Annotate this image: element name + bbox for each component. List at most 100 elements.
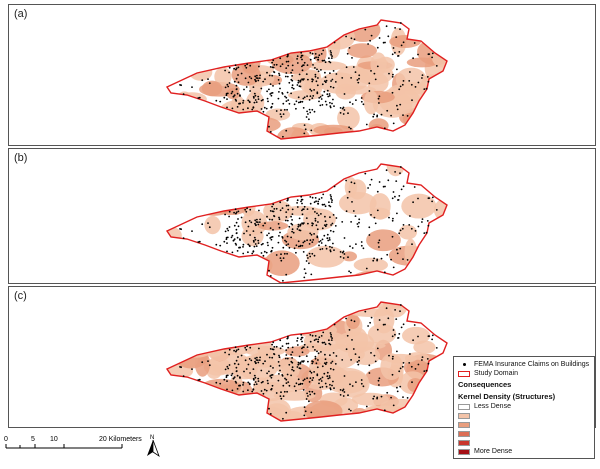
claim-point <box>268 218 271 221</box>
claim-point <box>245 368 248 370</box>
claim-point <box>235 221 238 224</box>
claim-point <box>320 335 323 337</box>
density-blob <box>268 316 290 338</box>
claim-point <box>307 257 309 259</box>
claim-point <box>271 61 273 64</box>
claim-point <box>297 79 300 82</box>
claim-point <box>390 396 392 399</box>
claim-point <box>421 356 424 358</box>
claim-point <box>417 335 419 338</box>
claim-point <box>364 28 367 31</box>
claim-point <box>236 388 239 390</box>
density-blob <box>422 89 447 118</box>
claim-point <box>410 83 413 86</box>
claim-point <box>341 359 344 361</box>
claim-point <box>233 238 236 240</box>
claim-point <box>275 345 278 348</box>
claim-point <box>231 234 234 237</box>
density-blob <box>428 302 447 311</box>
claim-point <box>247 243 250 246</box>
claim-point <box>355 381 357 383</box>
claim-point <box>395 180 398 182</box>
claim-point <box>349 245 351 248</box>
claim-point <box>258 347 260 350</box>
claim-point <box>259 218 261 221</box>
claim-point <box>399 103 402 106</box>
claim-point <box>230 92 233 95</box>
claim-point <box>223 378 226 381</box>
claim-point <box>265 107 268 110</box>
claim-point <box>227 85 230 88</box>
claim-point <box>251 108 254 111</box>
claim-point <box>265 251 268 254</box>
claim-point <box>272 59 275 62</box>
claim-point <box>228 71 231 74</box>
claim-point <box>329 194 332 196</box>
density-blob <box>416 374 445 402</box>
claim-point <box>225 94 228 97</box>
claim-point <box>266 90 268 93</box>
claim-point <box>348 329 351 331</box>
claim-point <box>279 201 282 204</box>
density-blob <box>207 117 231 138</box>
claim-point <box>259 356 261 359</box>
claim-point <box>394 51 396 54</box>
claim-point <box>345 348 348 351</box>
claim-point <box>331 246 333 249</box>
claim-point <box>397 337 399 339</box>
claim-point <box>230 374 233 377</box>
claim-point <box>402 80 405 82</box>
claim-point <box>302 97 305 100</box>
claim-point <box>270 238 273 241</box>
claim-point <box>303 406 306 408</box>
claim-point <box>313 371 315 373</box>
claim-point <box>251 252 254 255</box>
claim-point <box>270 249 273 252</box>
map-c-canvas <box>165 301 448 422</box>
claim-point <box>285 129 288 132</box>
claim-point <box>350 77 352 79</box>
claim-point <box>234 98 237 101</box>
claim-point <box>257 377 260 380</box>
claim-point <box>402 41 405 44</box>
claim-point <box>254 94 257 97</box>
claim-point <box>392 329 395 331</box>
claim-point <box>332 368 335 371</box>
claim-point <box>250 221 253 224</box>
claim-point <box>324 76 327 79</box>
claim-point <box>311 379 314 381</box>
claim-point <box>307 113 309 115</box>
claim-point <box>376 190 379 193</box>
claim-point <box>358 77 360 80</box>
claim-point <box>247 251 249 254</box>
density-blob <box>334 65 370 92</box>
claim-point <box>395 318 398 320</box>
claim-point <box>263 388 266 391</box>
density-blob <box>185 48 207 59</box>
claim-point <box>281 207 284 209</box>
density-blob <box>269 36 291 47</box>
claim-point <box>387 179 390 182</box>
claim-point <box>301 69 304 72</box>
claim-point <box>266 353 268 356</box>
claim-point <box>260 87 263 90</box>
claim-point <box>249 208 252 211</box>
claim-point <box>268 356 271 359</box>
claim-point <box>272 348 275 351</box>
claim-point <box>301 54 304 57</box>
claim-point <box>316 350 318 353</box>
claim-point <box>373 113 375 116</box>
claim-point <box>242 108 245 111</box>
claim-point <box>316 212 318 215</box>
claim-point <box>248 101 251 104</box>
density-surface <box>167 302 447 421</box>
claim-point <box>285 204 288 207</box>
claim-point <box>335 217 338 219</box>
density-blob <box>190 24 214 48</box>
claim-point <box>235 370 238 373</box>
claim-point <box>331 199 333 201</box>
claim-point <box>207 222 209 224</box>
claim-point <box>317 58 320 61</box>
claim-point <box>278 373 280 375</box>
claim-point <box>302 346 305 348</box>
